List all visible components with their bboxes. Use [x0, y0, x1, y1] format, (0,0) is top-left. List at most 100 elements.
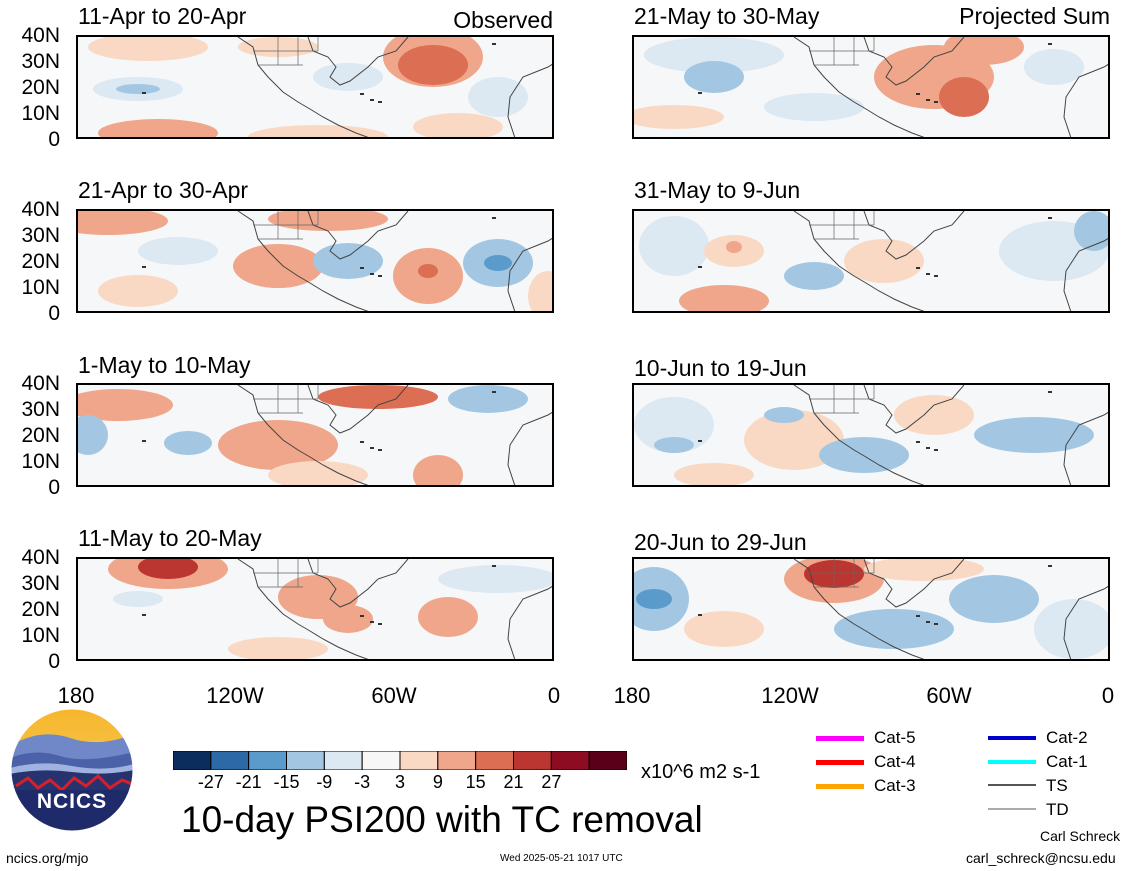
colorbar-swatch — [550, 750, 590, 771]
island — [378, 101, 382, 103]
anomaly-blob — [318, 385, 438, 409]
anomaly-blob — [674, 463, 754, 485]
observed-label: Observed — [453, 7, 553, 33]
map-panel-right-1 — [632, 35, 1110, 139]
y-label-panel2-10n: 10N — [21, 276, 60, 299]
anomaly-blob — [98, 119, 218, 137]
anomaly-blob — [138, 237, 218, 265]
anomaly-blob — [684, 611, 764, 647]
panel-title-left-3: 1-May to 10-May — [78, 352, 251, 378]
borders — [253, 559, 319, 588]
island — [698, 440, 702, 442]
anomaly-blob — [228, 637, 328, 659]
anomaly-blob — [864, 559, 984, 581]
colorbar-label: -9 — [316, 772, 333, 792]
island — [926, 99, 930, 101]
panel-title-left-1: 11-Apr to 20-Apr — [78, 3, 247, 29]
legend-label-ts: TS — [1046, 776, 1068, 795]
x-label-right-0: 0 — [1101, 683, 1115, 708]
colorbar-label: -21 — [235, 772, 262, 792]
y-label-panel2-20n: 20N — [21, 250, 60, 273]
anomaly-blob — [248, 125, 388, 137]
colorbar-swatch — [588, 750, 628, 771]
island — [492, 217, 496, 219]
anomaly-blob — [679, 285, 769, 311]
main-title: 10-day PSI200 with TC removal — [181, 799, 703, 840]
anomaly-blob — [78, 415, 108, 455]
island — [142, 614, 146, 616]
colorbar-swatch — [437, 750, 477, 771]
author-name: Carl Schreck — [1040, 828, 1121, 844]
island — [360, 615, 364, 617]
colorbar-swatch — [399, 750, 439, 771]
anomaly-blob — [654, 437, 694, 453]
island — [370, 447, 374, 449]
legend-line-cat-2 — [988, 736, 1036, 740]
panel-title-right-3: 10-Jun to 19-Jun — [634, 355, 807, 381]
legend-line-ts — [988, 784, 1036, 786]
map-panel-right-3 — [632, 383, 1110, 487]
colorbar-label: -3 — [354, 772, 371, 792]
legend-label-cat-1: Cat-1 — [1046, 752, 1088, 771]
borders — [253, 37, 319, 66]
anomaly-blob — [636, 589, 672, 609]
island — [492, 565, 496, 567]
island — [1048, 43, 1052, 45]
legend-label-cat-2: Cat-2 — [1046, 728, 1088, 747]
anomaly-blob — [78, 211, 168, 235]
map-panel-right-4 — [632, 557, 1110, 661]
anomaly-blob — [418, 597, 478, 637]
island — [142, 266, 146, 268]
colorbar-swatch — [210, 750, 250, 771]
island — [934, 623, 938, 625]
panel-title-right-1: 21-May to 30-May — [634, 3, 820, 29]
anomaly-blob — [634, 397, 714, 453]
anomaly-blob — [484, 255, 512, 271]
anomaly-blob — [218, 420, 338, 470]
legend-line-cat-3 — [816, 784, 864, 789]
island — [1048, 565, 1052, 567]
anomaly-blob — [418, 264, 438, 278]
x-label-right-60w: 60W — [926, 683, 972, 708]
island — [360, 93, 364, 95]
coastline — [237, 559, 552, 659]
borders — [253, 385, 319, 414]
anomaly-blob — [819, 437, 909, 473]
island — [378, 623, 382, 625]
y-label-panel3-10n: 10N — [21, 450, 60, 473]
y-label-panel1-30n: 30N — [21, 50, 60, 73]
legend-label-cat-4: Cat-4 — [874, 752, 916, 771]
y-label-panel1-40n: 40N — [21, 24, 60, 47]
coastline — [237, 37, 552, 137]
panel-title-left-4: 11-May to 20-May — [78, 525, 262, 551]
colorbar-swatch — [248, 750, 287, 771]
colorbar-swatch — [475, 750, 514, 771]
coastline — [793, 211, 1108, 311]
island — [370, 273, 374, 275]
logo-text: NCICS — [36, 790, 108, 813]
y-label-panel4-10n: 10N — [21, 624, 60, 647]
anomaly-blob — [138, 559, 198, 579]
island — [698, 92, 702, 94]
y-label-panel3-40n: 40N — [21, 372, 60, 395]
island — [370, 621, 374, 623]
map-panel-left-3 — [76, 383, 554, 487]
borders — [809, 211, 875, 240]
anomaly-blob — [313, 63, 383, 91]
anomaly-blob — [639, 216, 709, 276]
island — [492, 391, 496, 393]
anomaly-blob — [944, 37, 1024, 65]
anomaly-blob — [1074, 211, 1108, 251]
y-label-panel3-0: 0 — [48, 476, 60, 499]
y-label-panel2-40n: 40N — [21, 198, 60, 221]
borders — [253, 211, 319, 240]
anomaly-blob — [764, 407, 804, 423]
anomaly-blob — [684, 61, 744, 93]
anomaly-blob — [894, 395, 974, 435]
colorbar-swatch — [513, 750, 552, 771]
island — [926, 621, 930, 623]
map-panel-left-4 — [76, 557, 554, 661]
y-label-panel1-0: 0 — [48, 128, 60, 151]
anomaly-blob — [949, 575, 1039, 623]
colorbar-label: -27 — [197, 772, 224, 792]
